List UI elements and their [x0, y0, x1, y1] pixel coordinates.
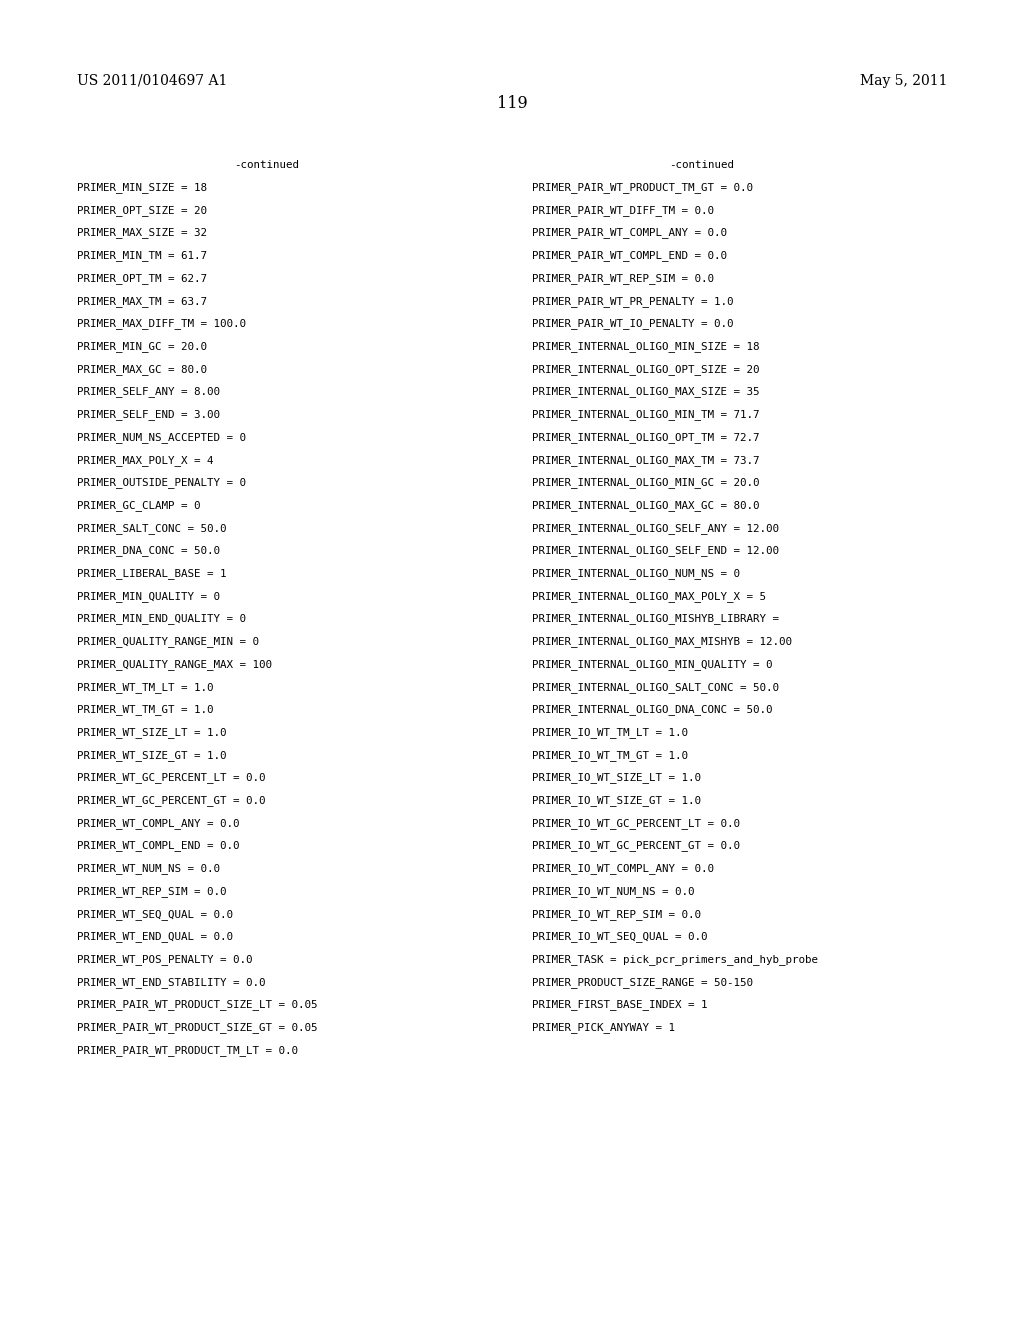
- Text: PRIMER_SALT_CONC = 50.0: PRIMER_SALT_CONC = 50.0: [77, 523, 226, 533]
- Text: PRIMER_PAIR_WT_COMPL_END = 0.0: PRIMER_PAIR_WT_COMPL_END = 0.0: [532, 251, 727, 261]
- Text: PRIMER_INTERNAL_OLIGO_MIN_SIZE = 18: PRIMER_INTERNAL_OLIGO_MIN_SIZE = 18: [532, 341, 760, 352]
- Text: PRIMER_LIBERAL_BASE = 1: PRIMER_LIBERAL_BASE = 1: [77, 568, 226, 579]
- Text: PRIMER_WT_END_QUAL = 0.0: PRIMER_WT_END_QUAL = 0.0: [77, 932, 232, 942]
- Text: PRIMER_PAIR_WT_PRODUCT_TM_LT = 0.0: PRIMER_PAIR_WT_PRODUCT_TM_LT = 0.0: [77, 1045, 298, 1056]
- Text: May 5, 2011: May 5, 2011: [860, 74, 947, 88]
- Text: PRIMER_MAX_GC = 80.0: PRIMER_MAX_GC = 80.0: [77, 364, 207, 375]
- Text: PRIMER_PAIR_WT_REP_SIM = 0.0: PRIMER_PAIR_WT_REP_SIM = 0.0: [532, 273, 715, 284]
- Text: PRIMER_IO_WT_SIZE_GT = 1.0: PRIMER_IO_WT_SIZE_GT = 1.0: [532, 795, 701, 807]
- Text: PRIMER_INTERNAL_OLIGO_MIN_TM = 71.7: PRIMER_INTERNAL_OLIGO_MIN_TM = 71.7: [532, 409, 760, 420]
- Text: PRIMER_IO_WT_SIZE_LT = 1.0: PRIMER_IO_WT_SIZE_LT = 1.0: [532, 772, 701, 783]
- Text: PRIMER_FIRST_BASE_INDEX = 1: PRIMER_FIRST_BASE_INDEX = 1: [532, 999, 708, 1010]
- Text: PRIMER_WT_SIZE_LT = 1.0: PRIMER_WT_SIZE_LT = 1.0: [77, 727, 226, 738]
- Text: PRIMER_MIN_TM = 61.7: PRIMER_MIN_TM = 61.7: [77, 251, 207, 261]
- Text: PRIMER_OUTSIDE_PENALTY = 0: PRIMER_OUTSIDE_PENALTY = 0: [77, 478, 246, 488]
- Text: PRIMER_WT_GC_PERCENT_LT = 0.0: PRIMER_WT_GC_PERCENT_LT = 0.0: [77, 772, 265, 783]
- Text: PRIMER_PAIR_WT_COMPL_ANY = 0.0: PRIMER_PAIR_WT_COMPL_ANY = 0.0: [532, 227, 727, 239]
- Text: PRIMER_DNA_CONC = 50.0: PRIMER_DNA_CONC = 50.0: [77, 545, 220, 556]
- Text: PRIMER_INTERNAL_OLIGO_MAX_MISHYB = 12.00: PRIMER_INTERNAL_OLIGO_MAX_MISHYB = 12.00: [532, 636, 793, 647]
- Text: -continued: -continued: [233, 160, 299, 170]
- Text: PRIMER_INTERNAL_OLIGO_MISHYB_LIBRARY =: PRIMER_INTERNAL_OLIGO_MISHYB_LIBRARY =: [532, 614, 779, 624]
- Text: PRIMER_PAIR_WT_PR_PENALTY = 1.0: PRIMER_PAIR_WT_PR_PENALTY = 1.0: [532, 296, 734, 306]
- Text: PRIMER_INTERNAL_OLIGO_MAX_SIZE = 35: PRIMER_INTERNAL_OLIGO_MAX_SIZE = 35: [532, 387, 760, 397]
- Text: PRIMER_WT_GC_PERCENT_GT = 0.0: PRIMER_WT_GC_PERCENT_GT = 0.0: [77, 795, 265, 807]
- Text: PRIMER_NUM_NS_ACCEPTED = 0: PRIMER_NUM_NS_ACCEPTED = 0: [77, 432, 246, 442]
- Text: PRIMER_IO_WT_TM_GT = 1.0: PRIMER_IO_WT_TM_GT = 1.0: [532, 750, 688, 760]
- Text: PRIMER_INTERNAL_OLIGO_DNA_CONC = 50.0: PRIMER_INTERNAL_OLIGO_DNA_CONC = 50.0: [532, 705, 773, 715]
- Text: PRIMER_IO_WT_GC_PERCENT_GT = 0.0: PRIMER_IO_WT_GC_PERCENT_GT = 0.0: [532, 841, 740, 851]
- Text: PRIMER_QUALITY_RANGE_MAX = 100: PRIMER_QUALITY_RANGE_MAX = 100: [77, 659, 271, 669]
- Text: PRIMER_WT_COMPL_ANY = 0.0: PRIMER_WT_COMPL_ANY = 0.0: [77, 818, 240, 829]
- Text: PRIMER_IO_WT_GC_PERCENT_LT = 0.0: PRIMER_IO_WT_GC_PERCENT_LT = 0.0: [532, 818, 740, 829]
- Text: PRIMER_OPT_SIZE = 20: PRIMER_OPT_SIZE = 20: [77, 205, 207, 215]
- Text: PRIMER_WT_END_STABILITY = 0.0: PRIMER_WT_END_STABILITY = 0.0: [77, 977, 265, 987]
- Text: PRIMER_PAIR_WT_PRODUCT_SIZE_LT = 0.05: PRIMER_PAIR_WT_PRODUCT_SIZE_LT = 0.05: [77, 999, 317, 1010]
- Text: US 2011/0104697 A1: US 2011/0104697 A1: [77, 74, 227, 88]
- Text: PRIMER_GC_CLAMP = 0: PRIMER_GC_CLAMP = 0: [77, 500, 201, 511]
- Text: PRIMER_MIN_END_QUALITY = 0: PRIMER_MIN_END_QUALITY = 0: [77, 614, 246, 624]
- Text: PRIMER_MIN_GC = 20.0: PRIMER_MIN_GC = 20.0: [77, 341, 207, 352]
- Text: PRIMER_INTERNAL_OLIGO_SELF_END = 12.00: PRIMER_INTERNAL_OLIGO_SELF_END = 12.00: [532, 545, 779, 556]
- Text: PRIMER_IO_WT_REP_SIM = 0.0: PRIMER_IO_WT_REP_SIM = 0.0: [532, 908, 701, 920]
- Text: PRIMER_PAIR_WT_PRODUCT_TM_GT = 0.0: PRIMER_PAIR_WT_PRODUCT_TM_GT = 0.0: [532, 182, 754, 193]
- Text: PRIMER_INTERNAL_OLIGO_SALT_CONC = 50.0: PRIMER_INTERNAL_OLIGO_SALT_CONC = 50.0: [532, 681, 779, 693]
- Text: PRIMER_INTERNAL_OLIGO_MAX_TM = 73.7: PRIMER_INTERNAL_OLIGO_MAX_TM = 73.7: [532, 454, 760, 466]
- Text: PRIMER_PRODUCT_SIZE_RANGE = 50-150: PRIMER_PRODUCT_SIZE_RANGE = 50-150: [532, 977, 754, 987]
- Text: PRIMER_WT_REP_SIM = 0.0: PRIMER_WT_REP_SIM = 0.0: [77, 886, 226, 896]
- Text: PRIMER_INTERNAL_OLIGO_MAX_GC = 80.0: PRIMER_INTERNAL_OLIGO_MAX_GC = 80.0: [532, 500, 760, 511]
- Text: PRIMER_PAIR_WT_PRODUCT_SIZE_GT = 0.05: PRIMER_PAIR_WT_PRODUCT_SIZE_GT = 0.05: [77, 1022, 317, 1034]
- Text: PRIMER_INTERNAL_OLIGO_OPT_SIZE = 20: PRIMER_INTERNAL_OLIGO_OPT_SIZE = 20: [532, 364, 760, 375]
- Text: PRIMER_OPT_TM = 62.7: PRIMER_OPT_TM = 62.7: [77, 273, 207, 284]
- Text: PRIMER_INTERNAL_OLIGO_SELF_ANY = 12.00: PRIMER_INTERNAL_OLIGO_SELF_ANY = 12.00: [532, 523, 779, 533]
- Text: PRIMER_MAX_DIFF_TM = 100.0: PRIMER_MAX_DIFF_TM = 100.0: [77, 318, 246, 329]
- Text: PRIMER_SELF_END = 3.00: PRIMER_SELF_END = 3.00: [77, 409, 220, 420]
- Text: PRIMER_PAIR_WT_IO_PENALTY = 0.0: PRIMER_PAIR_WT_IO_PENALTY = 0.0: [532, 318, 734, 329]
- Text: PRIMER_MAX_POLY_X = 4: PRIMER_MAX_POLY_X = 4: [77, 454, 213, 466]
- Text: PRIMER_PAIR_WT_DIFF_TM = 0.0: PRIMER_PAIR_WT_DIFF_TM = 0.0: [532, 205, 715, 215]
- Text: PRIMER_MAX_TM = 63.7: PRIMER_MAX_TM = 63.7: [77, 296, 207, 306]
- Text: PRIMER_INTERNAL_OLIGO_MIN_QUALITY = 0: PRIMER_INTERNAL_OLIGO_MIN_QUALITY = 0: [532, 659, 773, 669]
- Text: PRIMER_INTERNAL_OLIGO_MIN_GC = 20.0: PRIMER_INTERNAL_OLIGO_MIN_GC = 20.0: [532, 478, 760, 488]
- Text: PRIMER_WT_SIZE_GT = 1.0: PRIMER_WT_SIZE_GT = 1.0: [77, 750, 226, 760]
- Text: PRIMER_WT_TM_LT = 1.0: PRIMER_WT_TM_LT = 1.0: [77, 681, 213, 693]
- Text: PRIMER_TASK = pick_pcr_primers_and_hyb_probe: PRIMER_TASK = pick_pcr_primers_and_hyb_p…: [532, 954, 818, 965]
- Text: -continued: -continued: [669, 160, 734, 170]
- Text: PRIMER_INTERNAL_OLIGO_MAX_POLY_X = 5: PRIMER_INTERNAL_OLIGO_MAX_POLY_X = 5: [532, 591, 767, 602]
- Text: PRIMER_WT_NUM_NS = 0.0: PRIMER_WT_NUM_NS = 0.0: [77, 863, 220, 874]
- Text: PRIMER_MIN_QUALITY = 0: PRIMER_MIN_QUALITY = 0: [77, 591, 220, 602]
- Text: PRIMER_WT_SEQ_QUAL = 0.0: PRIMER_WT_SEQ_QUAL = 0.0: [77, 908, 232, 920]
- Text: PRIMER_INTERNAL_OLIGO_NUM_NS = 0: PRIMER_INTERNAL_OLIGO_NUM_NS = 0: [532, 568, 740, 579]
- Text: PRIMER_IO_WT_COMPL_ANY = 0.0: PRIMER_IO_WT_COMPL_ANY = 0.0: [532, 863, 715, 874]
- Text: PRIMER_WT_TM_GT = 1.0: PRIMER_WT_TM_GT = 1.0: [77, 705, 213, 715]
- Text: PRIMER_QUALITY_RANGE_MIN = 0: PRIMER_QUALITY_RANGE_MIN = 0: [77, 636, 259, 647]
- Text: PRIMER_PICK_ANYWAY = 1: PRIMER_PICK_ANYWAY = 1: [532, 1022, 676, 1034]
- Text: PRIMER_WT_POS_PENALTY = 0.0: PRIMER_WT_POS_PENALTY = 0.0: [77, 954, 252, 965]
- Text: PRIMER_WT_COMPL_END = 0.0: PRIMER_WT_COMPL_END = 0.0: [77, 841, 240, 851]
- Text: PRIMER_IO_WT_NUM_NS = 0.0: PRIMER_IO_WT_NUM_NS = 0.0: [532, 886, 695, 896]
- Text: PRIMER_INTERNAL_OLIGO_OPT_TM = 72.7: PRIMER_INTERNAL_OLIGO_OPT_TM = 72.7: [532, 432, 760, 442]
- Text: PRIMER_MAX_SIZE = 32: PRIMER_MAX_SIZE = 32: [77, 227, 207, 239]
- Text: PRIMER_SELF_ANY = 8.00: PRIMER_SELF_ANY = 8.00: [77, 387, 220, 397]
- Text: PRIMER_MIN_SIZE = 18: PRIMER_MIN_SIZE = 18: [77, 182, 207, 193]
- Text: 119: 119: [497, 95, 527, 112]
- Text: PRIMER_IO_WT_TM_LT = 1.0: PRIMER_IO_WT_TM_LT = 1.0: [532, 727, 688, 738]
- Text: PRIMER_IO_WT_SEQ_QUAL = 0.0: PRIMER_IO_WT_SEQ_QUAL = 0.0: [532, 932, 708, 942]
